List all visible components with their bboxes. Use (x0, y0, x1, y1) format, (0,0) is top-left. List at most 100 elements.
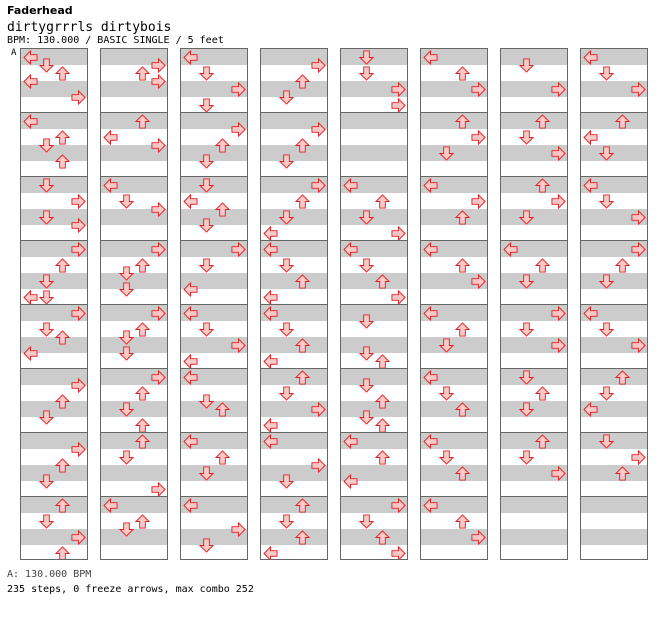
beat-stripe (501, 529, 567, 545)
beat-stripe (421, 241, 487, 257)
beat-stripe (21, 241, 87, 257)
beat-stripe (501, 81, 567, 97)
beat-stripe (261, 433, 327, 449)
step-arrow-icon (391, 546, 406, 559)
step-arrow-icon (455, 402, 470, 417)
measure-line (421, 496, 487, 497)
beat-stripe (101, 145, 167, 161)
beat-stripe (101, 529, 167, 545)
measure-line (181, 496, 247, 497)
beat-stripe (21, 497, 87, 513)
measure-line (101, 368, 167, 369)
step-arrow-icon (23, 114, 38, 129)
chart-meta: BPM: 130.000 / BASIC SINGLE / 5 feet (7, 35, 224, 46)
step-arrow-icon (279, 154, 294, 169)
step-arrow-icon (279, 474, 294, 489)
beat-stripe (181, 433, 247, 449)
step-arrow-icon (263, 306, 278, 321)
step-arrow-icon (583, 306, 598, 321)
beat-stripe (341, 305, 407, 321)
beat-stripe (421, 49, 487, 65)
beat-stripe (101, 113, 167, 129)
beat-stripe (261, 529, 327, 545)
step-arrow-icon (151, 242, 166, 257)
step-arrow-icon (119, 450, 134, 465)
step-arrow-icon (23, 290, 38, 305)
step-arrow-icon (631, 210, 646, 225)
song-artist: Faderhead (7, 4, 73, 17)
measure-line (501, 240, 567, 241)
beat-stripe (101, 177, 167, 193)
beat-stripe (341, 49, 407, 65)
step-arrow-icon (135, 114, 150, 129)
beat-stripe (21, 433, 87, 449)
step-arrow-icon (311, 458, 326, 473)
step-arrow-icon (599, 322, 614, 337)
step-arrow-icon (551, 82, 566, 97)
measure-line (501, 112, 567, 113)
step-arrow-icon (455, 66, 470, 81)
bpm-legend: A: 130.000 BPM (7, 569, 92, 580)
beat-stripe (101, 209, 167, 225)
beat-stripe (101, 497, 167, 513)
beat-stripe (181, 305, 247, 321)
step-arrow-icon (311, 58, 326, 73)
chart-column (100, 48, 168, 560)
step-arrow-icon (519, 130, 534, 145)
beat-stripe (421, 465, 487, 481)
step-arrow-icon (279, 386, 294, 401)
step-arrow-icon (263, 290, 278, 305)
step-arrow-icon (215, 202, 230, 217)
step-arrow-icon (119, 402, 134, 417)
step-arrow-icon (471, 274, 486, 289)
step-arrow-icon (455, 258, 470, 273)
beat-stripe (181, 337, 247, 353)
beat-stripe (181, 145, 247, 161)
step-arrow-icon (423, 498, 438, 513)
step-arrow-icon (279, 322, 294, 337)
step-arrow-icon (263, 434, 278, 449)
step-arrow-icon (599, 194, 614, 209)
measure-line (181, 112, 247, 113)
beat-stripe (421, 497, 487, 513)
beat-stripe (501, 241, 567, 257)
step-arrow-icon (279, 90, 294, 105)
beat-stripe (421, 529, 487, 545)
beat-stripe (261, 241, 327, 257)
beat-stripe (181, 177, 247, 193)
step-arrow-icon (551, 146, 566, 161)
measure-line (341, 368, 407, 369)
step-arrow-icon (471, 530, 486, 545)
measure-line (261, 432, 327, 433)
step-arrow-icon (439, 338, 454, 353)
step-arrow-icon (151, 482, 166, 497)
step-arrow-icon (151, 370, 166, 385)
step-arrow-icon (599, 274, 614, 289)
step-arrow-icon (359, 210, 374, 225)
step-arrow-icon (295, 498, 310, 513)
step-arrow-icon (23, 50, 38, 65)
step-arrow-icon (391, 82, 406, 97)
step-arrow-icon (135, 434, 150, 449)
step-arrow-icon (39, 58, 54, 73)
beat-stripe (101, 433, 167, 449)
step-arrow-icon (263, 226, 278, 241)
beat-stripe (581, 81, 647, 97)
step-arrow-icon (199, 466, 214, 481)
beat-stripe (21, 209, 87, 225)
step-arrow-icon (455, 210, 470, 225)
step-arrow-icon (631, 82, 646, 97)
measure-line (101, 176, 167, 177)
beat-stripe (581, 401, 647, 417)
beat-stripe (21, 273, 87, 289)
step-arrow-icon (359, 258, 374, 273)
step-arrow-icon (103, 130, 118, 145)
measure-line (501, 432, 567, 433)
step-arrow-icon (295, 338, 310, 353)
beat-stripe (261, 305, 327, 321)
step-arrow-icon (183, 306, 198, 321)
step-arrow-icon (455, 466, 470, 481)
step-arrow-icon (199, 258, 214, 273)
measure-line (581, 112, 647, 113)
beat-stripe (181, 529, 247, 545)
